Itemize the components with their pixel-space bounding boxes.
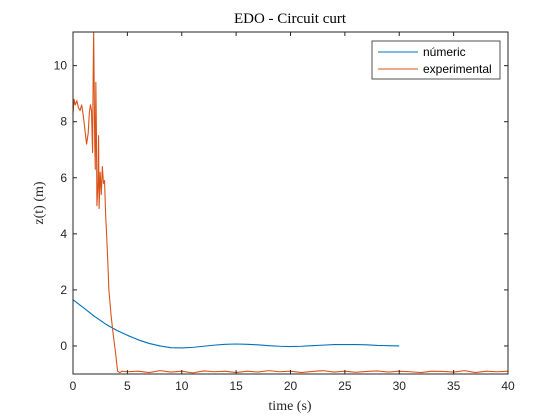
y-axis-ticks: 0 2 4 6 8 10 bbox=[54, 59, 508, 353]
y-tick-label: 10 bbox=[54, 59, 68, 73]
y-tick-label: 2 bbox=[60, 283, 67, 297]
x-tick-label: 20 bbox=[284, 379, 298, 393]
y-tick-label: 8 bbox=[60, 115, 67, 129]
y-tick-label: 0 bbox=[60, 339, 67, 353]
x-tick-label: 5 bbox=[124, 379, 131, 393]
y-tick-label: 4 bbox=[60, 227, 67, 241]
y-tick-label: 6 bbox=[60, 171, 67, 185]
legend-label-experimental: experimental bbox=[423, 62, 492, 76]
series-line-experimental bbox=[73, 32, 508, 374]
legend-label-numeric: númeric bbox=[423, 45, 466, 59]
y-axis-label: z(t) (m) bbox=[32, 181, 47, 224]
x-tick-label: 40 bbox=[501, 379, 515, 393]
chart-title: EDO - Circuit curt bbox=[234, 11, 347, 27]
x-tick-label: 35 bbox=[447, 379, 461, 393]
plot-area bbox=[73, 32, 508, 374]
x-tick-label: 25 bbox=[338, 379, 352, 393]
series-layer bbox=[73, 32, 508, 374]
x-axis-label: time (s) bbox=[268, 399, 311, 414]
legend: númeric experimental bbox=[371, 40, 501, 80]
x-axis-ticks: 0 5 10 15 20 25 30 35 40 bbox=[70, 32, 515, 393]
legend-box bbox=[371, 40, 501, 80]
series-line-numeric bbox=[73, 299, 400, 349]
x-tick-label: 30 bbox=[393, 379, 407, 393]
x-tick-label: 0 bbox=[70, 379, 77, 393]
x-tick-label: 15 bbox=[229, 379, 243, 393]
x-tick-label: 10 bbox=[175, 379, 189, 393]
